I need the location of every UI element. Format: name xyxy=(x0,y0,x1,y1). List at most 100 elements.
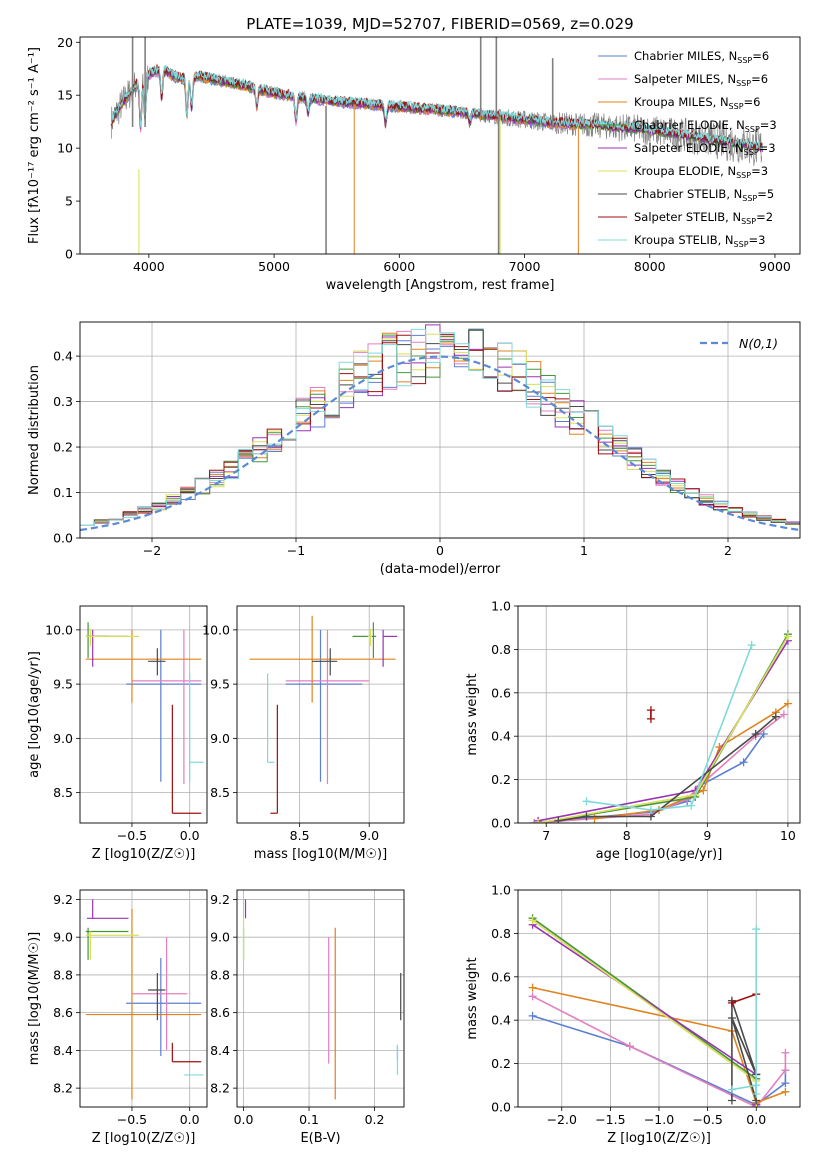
legend-name: Kroupa ELODIE, N xyxy=(634,164,736,178)
panel-residuals: −2 −1 0 1 2 0.0 0.1 0.2 0.3 0.4 (data-model)/error… xyxy=(27,321,801,577)
y-tick-label: 8.6 xyxy=(53,1005,73,1020)
y-tick-label: 0.0 xyxy=(491,1100,511,1115)
legend-name: Chabrier ELODIE, N xyxy=(634,118,745,132)
axes: 4000 5000 6000 7000 8000 9000 0 5 10 15 20 waveleng… xyxy=(27,35,801,293)
weight-point-marker xyxy=(771,712,780,721)
weight-point-marker xyxy=(781,1087,790,1096)
weight-point-marker xyxy=(534,819,543,823)
legend-name: Chabrier MILES, N xyxy=(634,49,737,63)
weight-series-line xyxy=(537,640,789,822)
spectrum-model-line xyxy=(110,64,763,150)
x-tick-label: −1 xyxy=(287,543,305,558)
legend-count: =6 xyxy=(751,72,768,86)
legend-subscript: SSP xyxy=(742,194,757,203)
plot-area xyxy=(242,899,402,1100)
axes: 7 8 9 10 0.0 0.2 0.4 0.6 0.8 1.0 age [log10(age/yr… xyxy=(465,599,801,862)
y-tick-label: 20 xyxy=(57,35,73,50)
weight-point-marker xyxy=(759,730,768,739)
weight-series-line xyxy=(731,929,758,1094)
weight-point-marker xyxy=(783,699,792,708)
x-tick-label: 5000 xyxy=(258,259,290,274)
weight-point-marker xyxy=(781,1066,790,1075)
y-axis-label: Flux [fλ10⁻¹⁷ erg cm⁻² s⁻¹ A⁻¹] xyxy=(27,47,42,244)
x-tick-label: −1.5 xyxy=(595,1112,625,1127)
y-tick-label: 0.8 xyxy=(491,926,511,941)
grid xyxy=(518,605,800,824)
x-tick-label: 2 xyxy=(724,543,732,558)
weight-point-marker xyxy=(727,998,736,1007)
legend-count: =3 xyxy=(749,233,766,247)
weight-point-marker xyxy=(739,758,748,767)
legend-name: Kroupa MILES, N xyxy=(634,95,729,109)
x-axis-label: Z [log10(Z/Z☉)] xyxy=(92,847,196,862)
legend-name: Salpeter STELIB, N xyxy=(634,210,741,224)
y-tick-label: 1.0 xyxy=(491,883,511,898)
x-tick-label: 10 xyxy=(780,828,796,843)
y-tick-label: 8.8 xyxy=(53,967,73,982)
weight-series-line xyxy=(731,993,757,1004)
legend-entry: Chabrier ELODIE, NSSP=3 xyxy=(634,118,777,134)
weight-point-marker xyxy=(752,1081,761,1090)
x-axis-label: Z [log10(Z/Z☉)] xyxy=(92,1131,196,1146)
weight-point-marker xyxy=(747,641,756,650)
weight-point-marker xyxy=(752,925,761,934)
y-tick-label: 8.4 xyxy=(53,1043,73,1058)
x-tick-label: 7000 xyxy=(509,259,541,274)
x-tick-label: 0.0 xyxy=(746,1112,766,1127)
legend-name: Salpeter ELODIE, N xyxy=(634,141,744,155)
x-tick-label: 9000 xyxy=(759,259,791,274)
y-tick-label: 0.6 xyxy=(491,685,511,700)
weight-point-marker xyxy=(582,797,591,806)
weight-point-marker xyxy=(528,983,537,992)
axes: 8.5 9.0 8.5 9.0 9.5 10.0 mass [log10(M/M☉)] xyxy=(202,605,405,862)
weight-point-marker xyxy=(751,730,760,739)
grid xyxy=(80,606,207,823)
plot-frame xyxy=(517,889,801,1108)
y-tick-label: 0.6 xyxy=(491,969,511,984)
legend-subscript: SSP xyxy=(729,102,744,111)
y-axis-label: age [log10(age/yr)] xyxy=(27,651,42,778)
x-tick-label: 0.2 xyxy=(365,1112,385,1127)
y-tick-label: 5 xyxy=(65,194,73,209)
plot-area xyxy=(249,615,398,814)
legend-name: Kroupa STELIB, N xyxy=(634,233,734,247)
y-tick-label: 10.0 xyxy=(202,622,230,637)
y-tick-label: 9.0 xyxy=(53,731,73,746)
plot-frame xyxy=(79,36,801,255)
legend-subscript: SSP xyxy=(734,240,749,249)
weight-point-marker xyxy=(752,1089,761,1098)
legend-entry: Chabrier STELIB, NSSP=5 xyxy=(634,187,774,203)
weight-point-marker xyxy=(530,819,539,823)
panel-spectrum: 4000 5000 6000 7000 8000 9000 0 5 10 15 20 waveleng… xyxy=(27,35,801,293)
legend-entry: Salpeter STELIB, NSSP=2 xyxy=(634,210,773,226)
weight-point-marker xyxy=(727,1014,736,1023)
y-tick-label: 0.0 xyxy=(53,531,73,546)
x-tick-label: 8000 xyxy=(634,259,666,274)
legend-subscript: SSP xyxy=(741,217,756,226)
y-tick-label: 9.0 xyxy=(210,930,230,945)
x-tick-label: 0.0 xyxy=(180,1112,200,1127)
y-tick-label: 0.0 xyxy=(491,816,511,831)
legend-count: =6 xyxy=(752,49,769,63)
x-axis-label: Z [log10(Z/Z☉)] xyxy=(607,1131,711,1146)
y-axis-label: mass [log10(M/M☉)] xyxy=(27,932,42,1065)
legend-count: =3 xyxy=(759,141,776,155)
x-tick-label: −2.0 xyxy=(547,1112,577,1127)
y-tick-label: 10.0 xyxy=(45,622,73,637)
legend-subscript: SSP xyxy=(745,125,760,134)
x-tick-label: −1.0 xyxy=(644,1112,674,1127)
y-axis-label: Normed distribution xyxy=(27,365,42,495)
plot-frame xyxy=(517,605,801,824)
weight-point-marker xyxy=(528,992,537,1001)
weight-series-line xyxy=(532,924,758,1105)
legend-count: =2 xyxy=(756,210,773,224)
legend-entry: Kroupa ELODIE, NSSP=3 xyxy=(634,164,768,180)
y-tick-label: 8.4 xyxy=(210,1043,230,1058)
legend-entry: Chabrier MILES, NSSP=6 xyxy=(634,49,769,65)
plot-area xyxy=(85,899,204,1100)
x-axis-label: (data-model)/error xyxy=(380,562,501,577)
panel-weight-vs-age: 7 8 9 10 0.0 0.2 0.4 0.6 0.8 1.0 age [log10(age/yr… xyxy=(465,599,801,862)
weight-point-marker xyxy=(727,1085,736,1094)
legend-entry: Salpeter ELODIE, NSSP=3 xyxy=(634,141,776,157)
